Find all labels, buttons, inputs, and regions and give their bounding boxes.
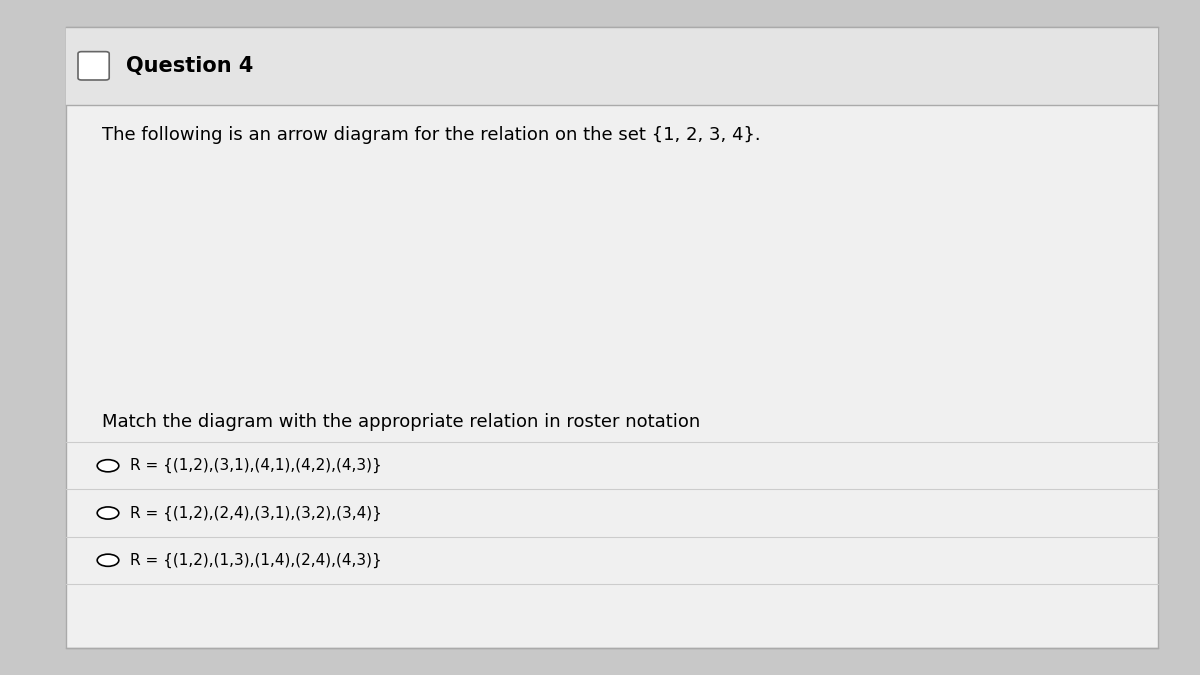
Text: 4: 4 xyxy=(328,339,342,358)
Text: R = {(1,2),(1,3),(1,4),(2,4),(4,3)}: R = {(1,2),(1,3),(1,4),(2,4),(4,3)} xyxy=(130,553,382,568)
Text: The following is an arrow diagram for the relation on the set {1, 2, 3, 4}.: The following is an arrow diagram for th… xyxy=(102,126,761,144)
Circle shape xyxy=(162,330,199,367)
Text: Question 4: Question 4 xyxy=(126,56,253,76)
Text: R = {(1,2),(3,1),(4,1),(4,2),(4,3)}: R = {(1,2),(3,1),(4,1),(4,2),(4,3)} xyxy=(130,458,382,473)
Text: 2: 2 xyxy=(328,185,342,205)
Text: 1: 1 xyxy=(174,185,188,205)
Circle shape xyxy=(162,176,199,213)
Text: Match the diagram with the appropriate relation in roster notation: Match the diagram with the appropriate r… xyxy=(102,413,701,431)
Text: 3: 3 xyxy=(174,339,188,358)
Text: R = {(1,2),(2,4),(3,1),(3,2),(3,4)}: R = {(1,2),(2,4),(3,1),(3,2),(3,4)} xyxy=(130,506,382,520)
Circle shape xyxy=(317,176,354,213)
Circle shape xyxy=(317,330,354,367)
